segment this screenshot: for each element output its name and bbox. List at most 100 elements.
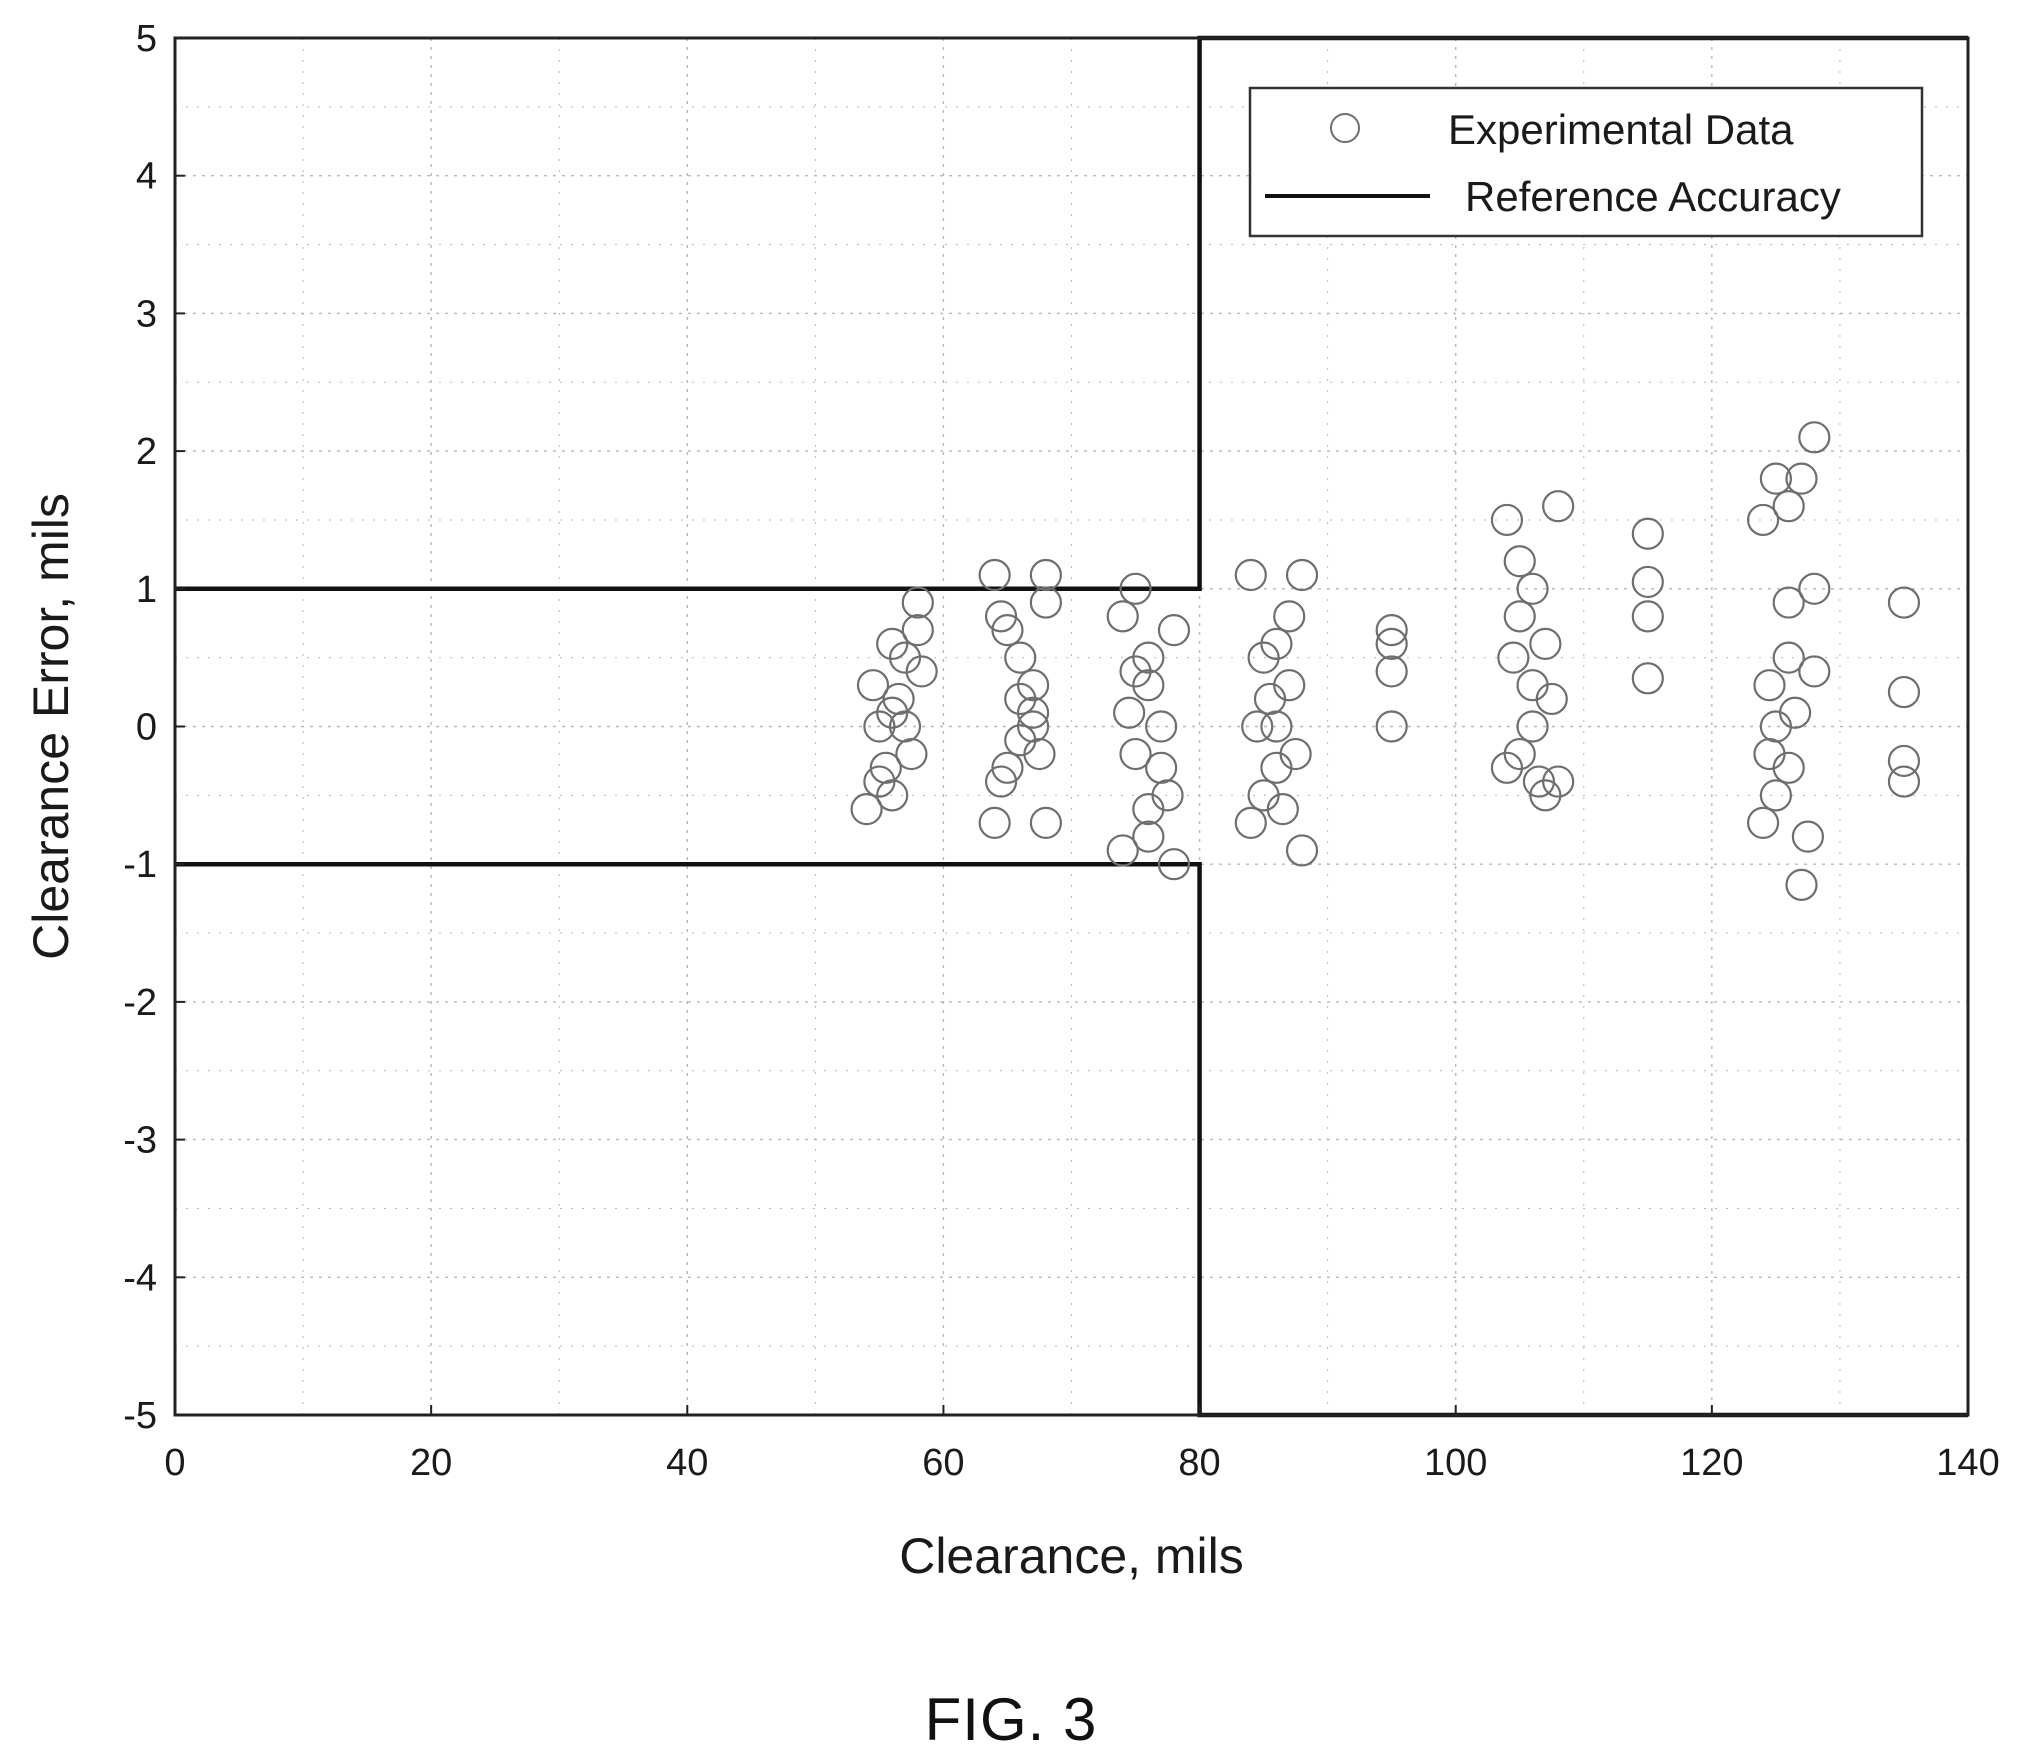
x-tick-label: 60	[922, 1442, 964, 1484]
data-point	[984, 765, 1018, 798]
x-tick-label: 80	[1178, 1442, 1220, 1484]
data-point	[1516, 669, 1549, 702]
data-point	[1772, 490, 1805, 523]
y-tick-label: 0	[136, 707, 157, 749]
data-point	[1004, 724, 1037, 757]
data-point	[1785, 462, 1818, 495]
y-tick-label: 4	[136, 156, 157, 198]
data-point	[1273, 669, 1306, 702]
data-point	[1798, 572, 1831, 605]
legend: Experimental Data Reference Accuracy	[1248, 86, 1924, 238]
data-point	[991, 614, 1024, 647]
x-tick-label: 140	[1936, 1442, 1999, 1484]
data-point	[1772, 751, 1805, 784]
y-axis-label: Clearance Error, mils	[23, 493, 79, 960]
data-point	[1516, 710, 1549, 743]
data-point	[978, 558, 1011, 592]
data-point	[1798, 421, 1831, 454]
data-point	[1887, 765, 1921, 798]
data-point	[1542, 765, 1575, 798]
data-point	[1887, 675, 1921, 709]
y-tick-label: -2	[123, 982, 157, 1024]
data-point	[978, 806, 1011, 839]
data-point	[1779, 696, 1812, 729]
y-tick-label: -3	[123, 1120, 157, 1162]
data-point	[1746, 806, 1780, 839]
data-point	[1785, 868, 1818, 901]
data-point	[1279, 737, 1312, 771]
data-point	[1157, 614, 1191, 647]
data-point	[1016, 669, 1050, 702]
data-point	[1106, 600, 1139, 633]
data-point	[1157, 848, 1191, 881]
data-point	[1113, 696, 1146, 729]
data-point	[984, 600, 1018, 633]
data-point	[863, 765, 896, 798]
x-tick-label: 0	[164, 1442, 185, 1484]
data-point	[1106, 834, 1139, 867]
data-point	[1266, 793, 1299, 826]
data-point	[1375, 627, 1408, 660]
data-point	[905, 655, 938, 688]
y-tick-label: -1	[123, 844, 157, 886]
y-tick-label: 5	[136, 18, 157, 60]
data-point	[1631, 662, 1664, 695]
data-point	[1023, 737, 1056, 771]
legend-box	[1248, 86, 1924, 238]
data-point	[869, 751, 902, 784]
data-point	[1132, 793, 1165, 826]
data-point	[1503, 737, 1536, 771]
data-point	[1503, 545, 1536, 578]
x-tick-label: 20	[410, 1442, 452, 1484]
y-tick-label: 2	[136, 431, 157, 473]
data-point	[1887, 744, 1921, 778]
legend-label-reference-accuracy: Reference Accuracy	[1465, 173, 1841, 220]
data-point	[895, 737, 928, 771]
x-axis-label: Clearance, mils	[899, 1528, 1244, 1584]
data-point	[1759, 462, 1792, 495]
data-point	[1241, 710, 1274, 743]
data-point	[1497, 641, 1530, 674]
data-point	[876, 696, 909, 729]
data-point	[1016, 696, 1050, 729]
data-point	[1119, 572, 1152, 605]
y-axis-ticks: -5 -4 -3 -2 -1 0 1 2 3 4 5	[123, 18, 185, 1437]
data-point	[1234, 558, 1267, 592]
data-point	[1260, 751, 1293, 784]
data-point	[1490, 503, 1524, 537]
data-point	[1529, 627, 1562, 660]
legend-label-experimental-data: Experimental Data	[1448, 106, 1794, 153]
data-point	[1772, 586, 1805, 619]
data-point	[991, 751, 1024, 784]
data-point	[1285, 834, 1319, 867]
data-point	[850, 793, 883, 826]
data-point	[1631, 565, 1664, 599]
data-point	[1759, 779, 1792, 812]
data-point	[901, 586, 934, 619]
experimental-data-points	[850, 421, 1921, 901]
data-point	[1887, 586, 1921, 619]
data-point	[1029, 806, 1062, 839]
data-point	[1004, 641, 1037, 674]
data-point	[1503, 600, 1536, 633]
data-point	[1132, 820, 1165, 853]
y-tick-label: 1	[136, 569, 157, 611]
x-axis-ticks: 0 20 40 60 80 100 120 140	[164, 1405, 2000, 1484]
data-point	[1145, 710, 1178, 743]
data-point	[1375, 614, 1408, 647]
legend-marker-experimental-data	[1330, 113, 1360, 143]
data-point	[1798, 655, 1831, 688]
data-point	[876, 627, 909, 660]
x-tick-label: 40	[666, 1442, 708, 1484]
data-point	[856, 669, 890, 702]
data-point	[1029, 586, 1062, 619]
data-point	[901, 614, 934, 647]
data-point	[1535, 682, 1568, 716]
data-point	[1753, 737, 1786, 771]
plot-frame	[173, 36, 1970, 1417]
data-point	[1631, 517, 1664, 550]
data-point	[1516, 572, 1549, 605]
data-point	[1753, 669, 1786, 702]
y-tick-label: -4	[123, 1257, 157, 1299]
